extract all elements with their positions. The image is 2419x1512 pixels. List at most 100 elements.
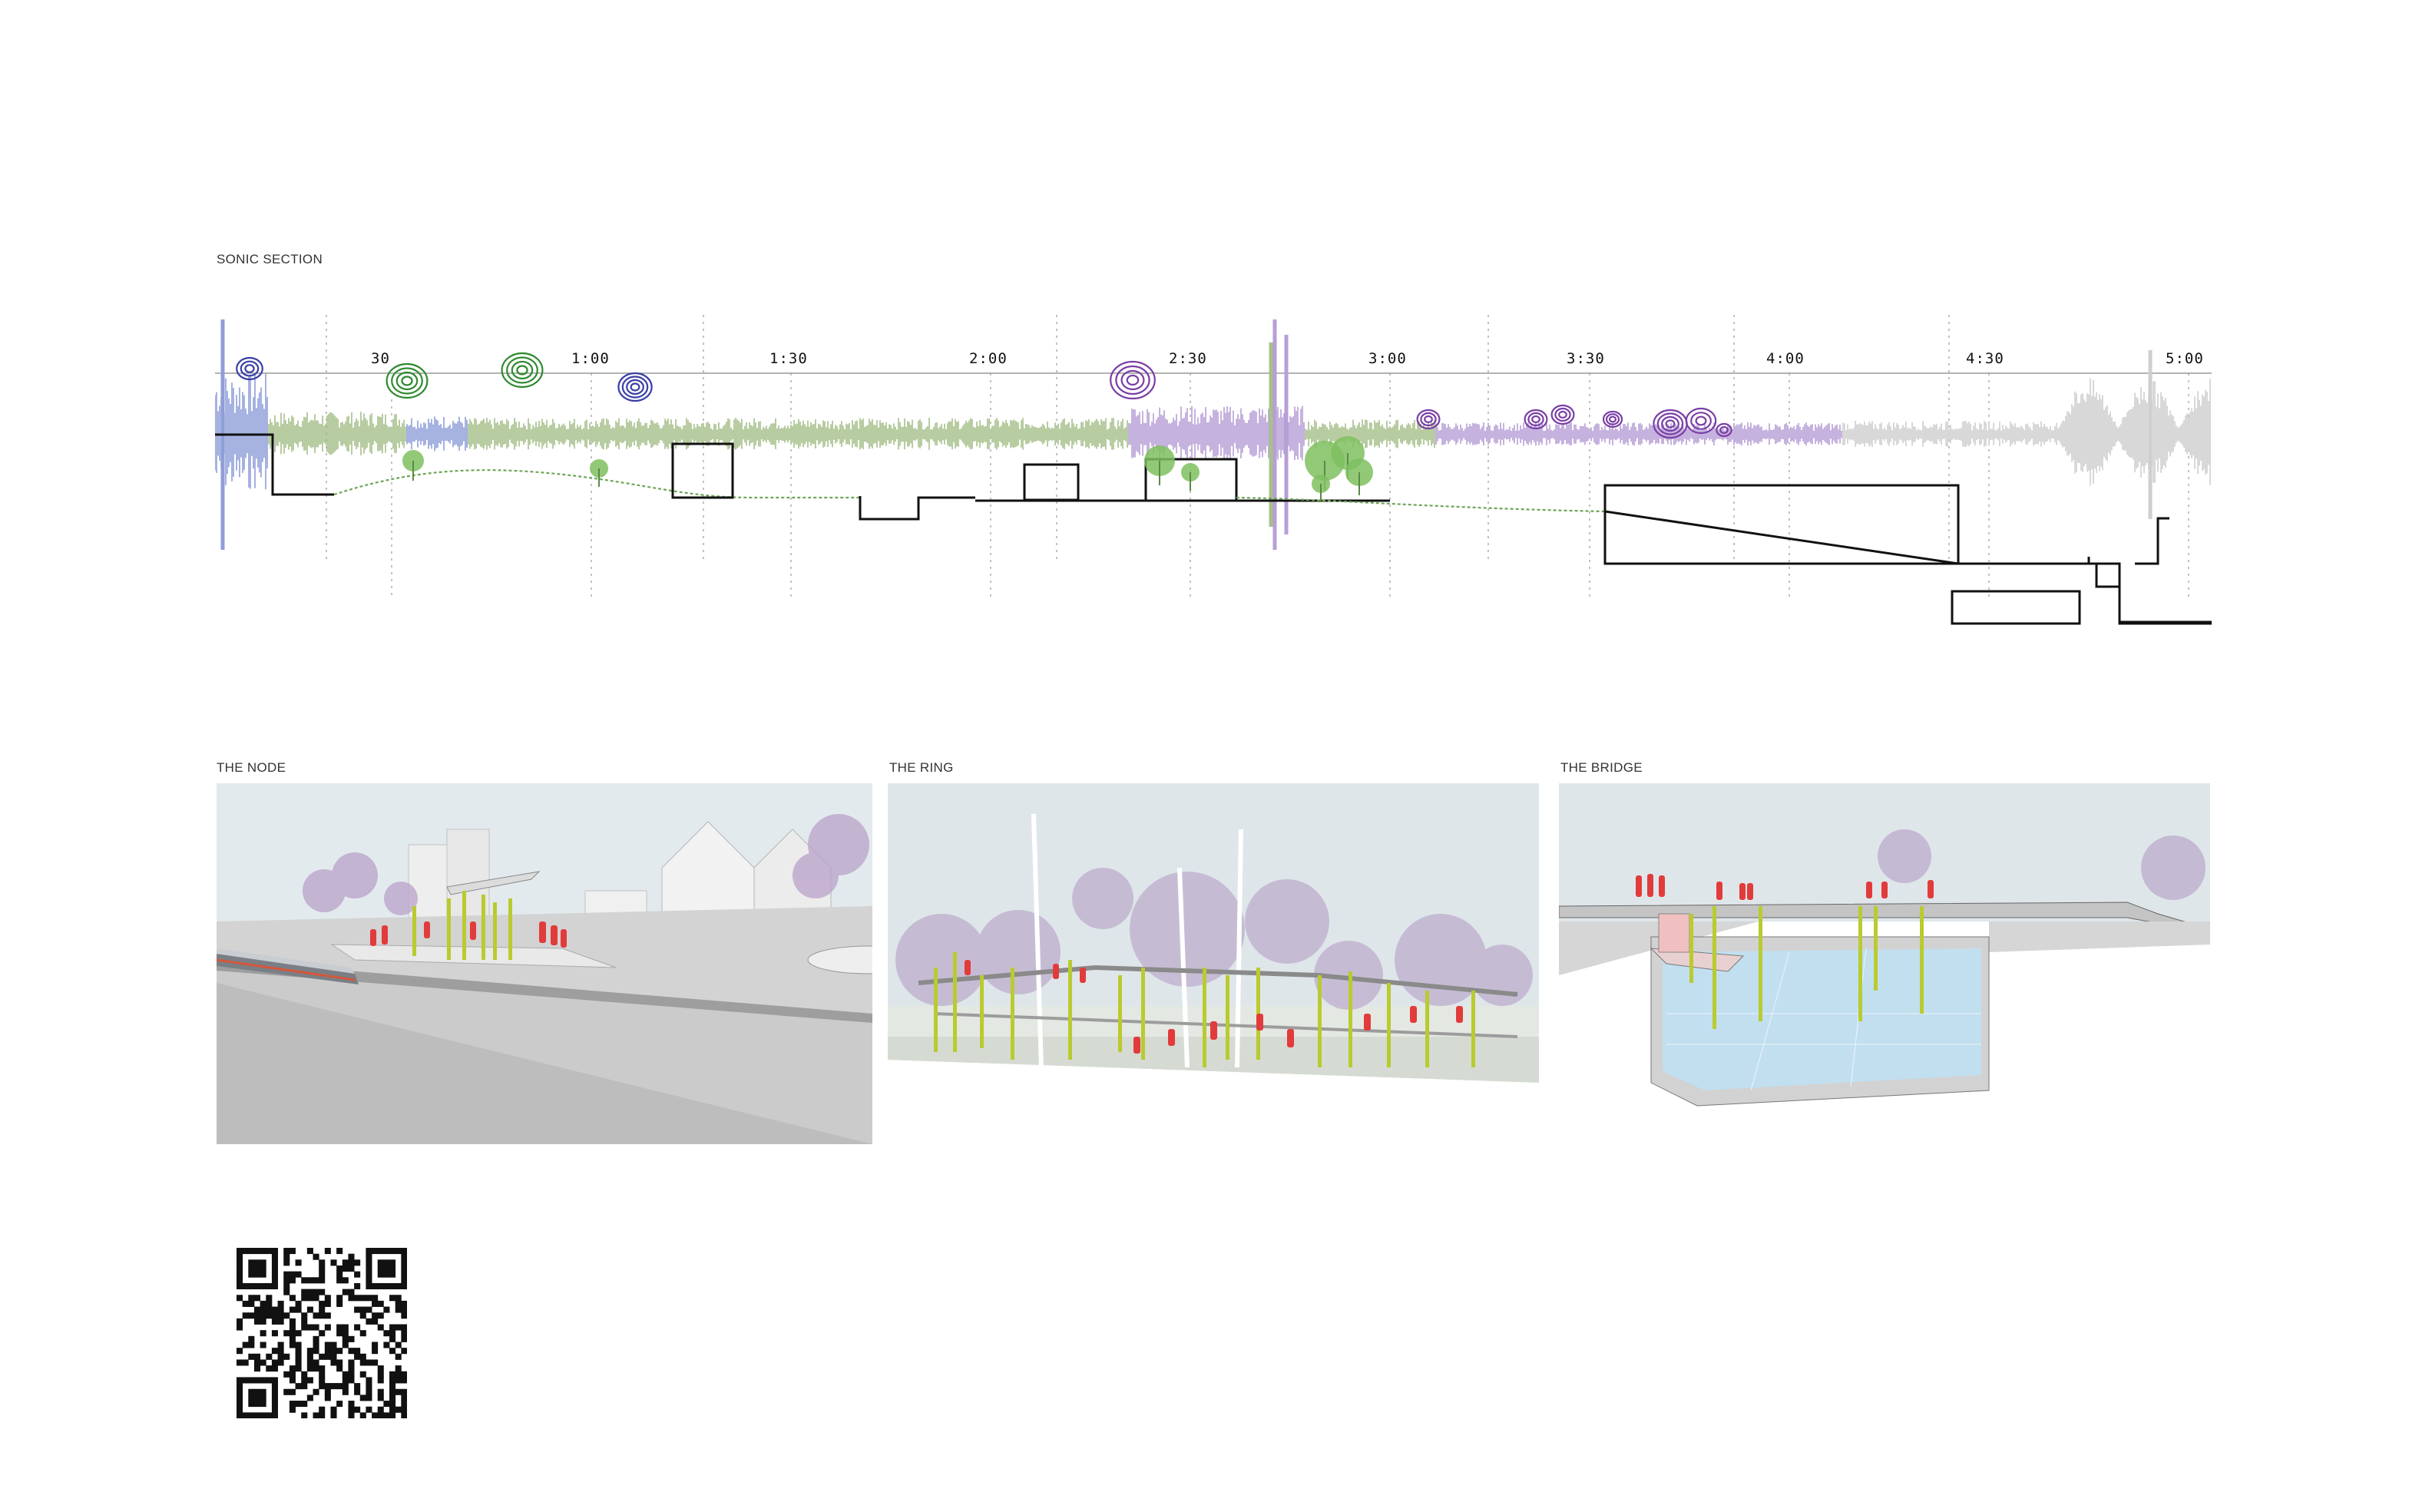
qr-module [260,1271,266,1278]
qr-module [237,1359,243,1366]
qr-module [242,1300,249,1307]
sound-ring [1554,407,1571,422]
qr-module [260,1318,266,1325]
qr-module [306,1277,313,1284]
sound-ring [1527,412,1544,427]
qr-module [389,1271,396,1278]
qr-module [395,1377,402,1384]
pole [934,968,938,1052]
canopy [446,871,541,895]
qr-module [301,1295,308,1302]
qr-module [266,1312,273,1319]
time-label: 30 [371,350,390,367]
sound-ring [1685,407,1717,435]
time-label: 4:30 [1966,350,2004,367]
qr-module [330,1342,337,1348]
qr-module [372,1295,379,1302]
qr-module [330,1412,337,1418]
qr-code-icon[interactable] [237,1248,407,1418]
qr-module [354,1306,361,1313]
qr-module [372,1282,379,1289]
person [551,925,558,945]
qr-module [260,1300,266,1307]
qr-module [301,1371,308,1378]
green-ground-line [333,469,860,499]
qr-module [395,1388,402,1395]
sound-ring [1120,369,1145,391]
qr-module [271,1388,278,1395]
qr-module [377,1248,384,1255]
qr-module [248,1388,255,1395]
qr-module [242,1377,249,1384]
qr-module [324,1348,331,1355]
sonic-section-title: SONIC SECTION [217,252,323,266]
qr-module [348,1359,355,1366]
qr-module [336,1348,343,1355]
qr-module [271,1277,278,1284]
qr-module [248,1312,255,1319]
qr-module [366,1406,372,1413]
qr-module [366,1383,372,1390]
qr-module [330,1348,337,1355]
tree-trunk [1235,829,1243,1068]
person [1659,875,1665,897]
qr-module [342,1259,349,1266]
waveform-segment [1305,419,1435,448]
sound-ring [511,360,534,380]
qr-module [342,1277,349,1284]
pole [1348,971,1352,1067]
tree [1130,872,1245,987]
pole [953,952,957,1052]
qr-module [389,1377,396,1384]
pole [1226,975,1229,1060]
qr-module [271,1348,278,1355]
qr-module [283,1371,290,1378]
qr-module [313,1342,319,1348]
sound-ring [1558,410,1567,419]
qr-module [395,1371,402,1378]
sound-ring [1602,410,1623,428]
qr-module [313,1359,319,1366]
qr-module [383,1282,390,1289]
qr-module [359,1395,366,1401]
qr-module [401,1300,407,1307]
qr-module [253,1395,261,1401]
qr-module [295,1401,302,1408]
qr-module [354,1271,361,1278]
tree [1245,879,1329,964]
qr-module [359,1359,366,1366]
qr-module [336,1359,343,1366]
qr-module [271,1365,278,1372]
sound-ring [506,356,538,384]
qr-module [401,1253,407,1260]
sound-ring [240,360,260,377]
qr-module [348,1377,355,1384]
qr-module [313,1365,319,1372]
person [470,921,476,940]
sound-ring [1550,404,1575,425]
qr-module [295,1348,302,1355]
qr-module [348,1253,355,1260]
qr-module [266,1282,273,1289]
sound-ring [1126,374,1140,386]
qr-module [289,1324,296,1331]
qr-module [366,1277,372,1284]
pole [481,895,485,960]
qr-module [336,1330,343,1337]
sound-ring [236,356,263,381]
qr-module [319,1371,326,1378]
qr-module [401,1412,407,1418]
qr-module [319,1353,326,1360]
person [1647,874,1653,897]
qr-module [336,1248,343,1255]
train [217,948,359,984]
pole [1387,983,1391,1067]
qr-module [401,1259,407,1266]
qr-module [283,1330,290,1337]
qr-module [330,1353,337,1360]
qr-module [237,1277,243,1284]
qr-module [389,1395,396,1401]
qr-module [348,1348,355,1355]
qr-module [301,1412,308,1418]
qr-module [348,1412,355,1418]
